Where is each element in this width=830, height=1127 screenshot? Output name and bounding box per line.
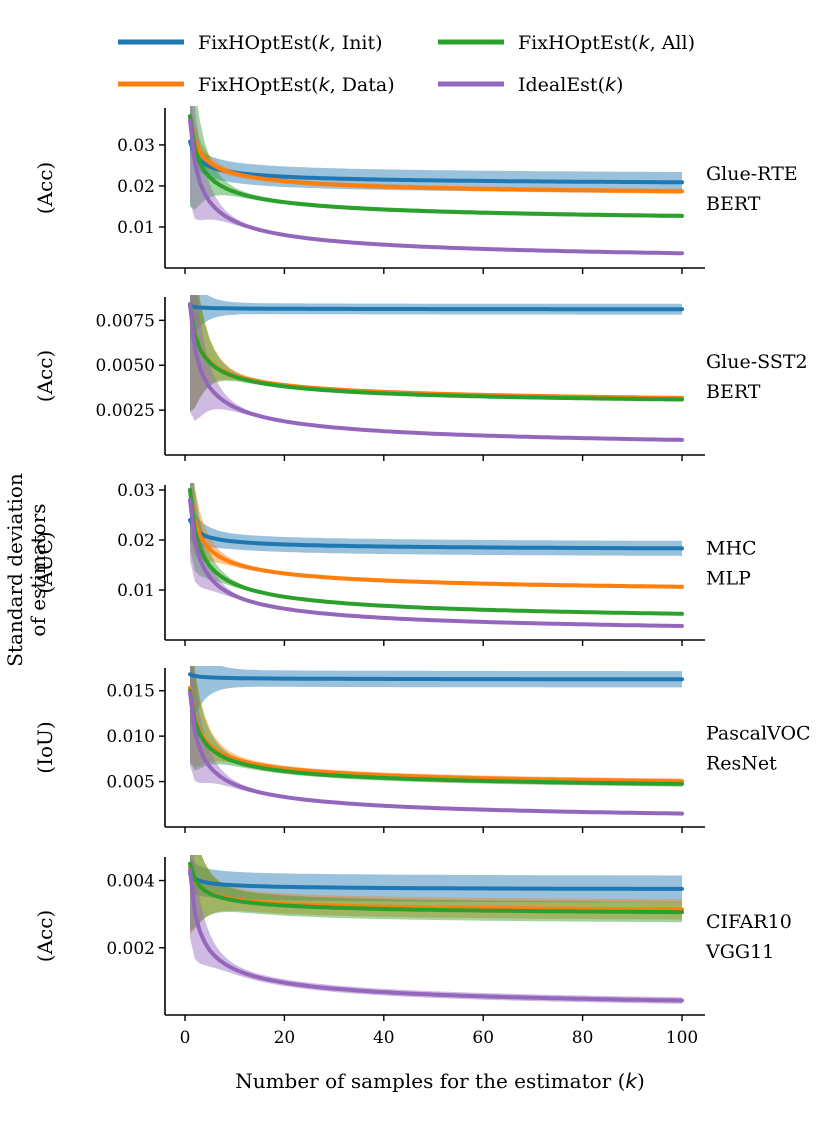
panel-task-label: CIFAR10 — [706, 911, 792, 933]
y-tick-label: 0.002 — [106, 939, 155, 959]
metric-label: (Acc) — [33, 910, 57, 962]
line-init — [188, 139, 684, 185]
line-all — [188, 688, 684, 786]
band-all — [190, 666, 682, 787]
x-tick-label: 40 — [373, 1028, 395, 1048]
panel-mhc: 0.01 0.02 0.03 (AUC) MHC MLP — [33, 481, 757, 646]
panel-model-label: BERT — [706, 381, 761, 403]
line-ideal — [188, 118, 684, 256]
y-tick-label: 0.02 — [117, 531, 155, 551]
y-tick-label: 0.010 — [106, 727, 155, 747]
y-tick-label: 0.005 — [106, 773, 155, 793]
line-ideal — [188, 302, 684, 442]
line-all — [188, 302, 684, 402]
metric-label: (IoU) — [33, 721, 57, 773]
band-init — [190, 500, 682, 556]
y-tick-label: 0.015 — [106, 682, 155, 702]
band-ideal — [190, 666, 682, 816]
y-tick-label: 0.03 — [117, 136, 155, 156]
line-init — [188, 518, 684, 551]
line-init — [188, 871, 684, 891]
band-ideal — [190, 106, 682, 255]
x-tick-label: 20 — [274, 1028, 296, 1048]
y-tick-label: 0.0025 — [96, 401, 155, 421]
legend-label-ideal: IdealEst(k) — [518, 74, 623, 96]
y-tick-label: 0.03 — [117, 481, 155, 501]
legend-label-all: FixHOptEst(k, All) — [518, 32, 695, 54]
panel-cifar10: 0.002 0.004 (Acc) CIFAR10 VGG11 — [33, 855, 792, 1021]
line-ideal — [188, 868, 684, 1003]
band-init — [190, 295, 682, 342]
x-tick-label: 60 — [472, 1028, 494, 1048]
metric-label: (Acc) — [33, 162, 57, 214]
x-tick-label: 0 — [180, 1028, 191, 1048]
panel-task-label: Glue-RTE — [706, 163, 798, 185]
line-ideal — [188, 498, 684, 628]
panel-model-label: VGG11 — [705, 941, 774, 963]
line-all — [188, 114, 684, 218]
panel-task-label: Glue-SST2 — [706, 351, 808, 373]
panel-glue-sst2: 0.0025 0.0050 0.0075 (Acc) Glue-SST2 BERT — [33, 295, 808, 461]
x-tick-label: 80 — [572, 1028, 594, 1048]
line-all — [188, 861, 684, 915]
y-tick-label: 0.0050 — [96, 356, 155, 376]
line-data — [188, 686, 684, 784]
panel-model-label: BERT — [706, 193, 761, 215]
shared-y-label-2: of estimators — [26, 503, 50, 636]
band-ideal — [190, 295, 682, 442]
y-tick-label: 0.004 — [106, 872, 155, 892]
band-ideal — [190, 483, 682, 627]
metric-label: (AUC) — [33, 531, 57, 593]
line-init — [188, 672, 684, 682]
x-tick-label: 100 — [666, 1028, 698, 1048]
metric-label: (Acc) — [33, 350, 57, 402]
band-data — [190, 483, 682, 589]
line-ideal — [188, 690, 684, 816]
x-axis-label: Number of samples for the estimator (k) — [235, 1069, 645, 1093]
panel-pascalvoc: 0.005 0.010 0.015 (IoU) PascalVOC ResNet — [33, 666, 811, 833]
legend-label-data: FixHOptEst(k, Data) — [198, 74, 395, 96]
band-init — [190, 666, 682, 729]
band-data — [190, 855, 682, 935]
panel-task-label: MHC — [706, 538, 757, 560]
y-tick-label: 0.01 — [117, 218, 155, 238]
y-tick-label: 0.0075 — [96, 311, 155, 331]
shared-y-label: Standard deviation — [3, 473, 27, 667]
legend-label-init: FixHOptEst(k, Init) — [198, 32, 383, 54]
legend: FixHOptEst(k, Init) FixHOptEst(k, All) Fix… — [118, 32, 695, 96]
panel-glue-rte: 0.01 0.02 0.03 (Acc) Glue-RTE BERT — [33, 106, 798, 274]
line-init — [188, 304, 684, 312]
y-tick-label: 0.02 — [117, 177, 155, 197]
panel-model-label: MLP — [706, 568, 751, 590]
y-tick-label: 0.01 — [117, 581, 155, 601]
band-init — [190, 857, 682, 903]
panel-task-label: PascalVOC — [706, 723, 811, 745]
panel-model-label: ResNet — [706, 753, 777, 775]
line-all — [188, 488, 684, 616]
line-data — [188, 115, 684, 194]
line-data — [188, 488, 684, 589]
